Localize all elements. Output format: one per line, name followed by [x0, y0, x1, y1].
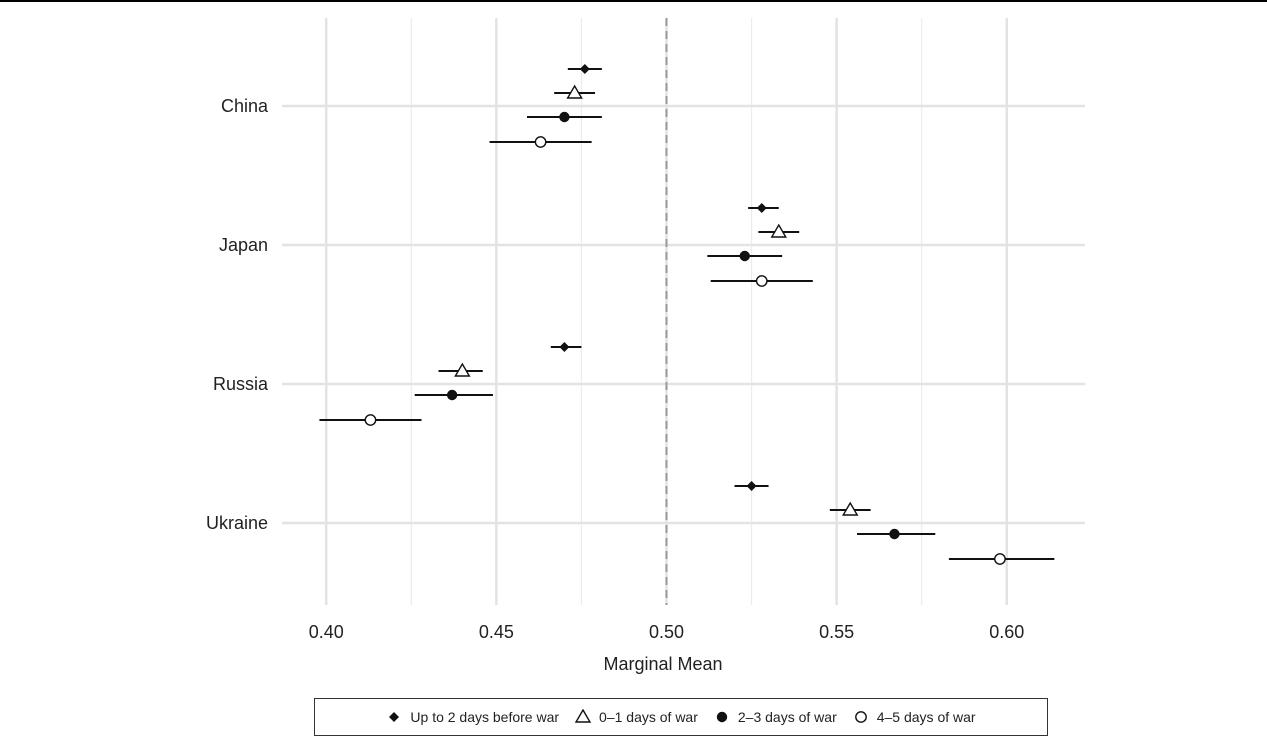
point-marker [579, 64, 590, 74]
legend-label: 2–3 days of war [737, 709, 837, 725]
point-marker [739, 250, 750, 262]
point-marker [559, 111, 570, 123]
point-marker [364, 414, 377, 426]
top-rule [0, 0, 1267, 2]
legend-item: 0–1 days of war [575, 709, 698, 725]
point-marker [889, 528, 900, 540]
open-circle-marker-icon [854, 711, 867, 723]
series-3 [414, 111, 936, 540]
y-tick-label: Japan [219, 235, 268, 255]
point-marker [842, 501, 859, 516]
series-4 [319, 136, 1055, 565]
filled-circle-marker-icon [716, 711, 728, 723]
x-axis-title: Marginal Mean [603, 654, 722, 674]
series-1 [550, 64, 779, 491]
point-marker [559, 342, 570, 352]
legend-label: 0–1 days of war [599, 709, 698, 725]
x-tick-label: 0.45 [479, 622, 514, 642]
point-marker [454, 362, 471, 377]
legend-marker [389, 712, 400, 722]
legend-marker [854, 711, 867, 723]
legend-item: 2–3 days of war [714, 709, 837, 725]
legend-label: Up to 2 days before war [410, 709, 560, 725]
legend-marker [575, 709, 592, 723]
point-marker [770, 223, 787, 238]
x-tick-label: 0.50 [649, 622, 684, 642]
y-tick-label: Russia [213, 374, 269, 394]
point-marker [746, 481, 757, 491]
point-marker [534, 136, 547, 148]
legend: Up to 2 days before war 0–1 days of war 2–… [314, 698, 1048, 736]
legend-item: 4–5 days of war [853, 709, 976, 725]
triangle-marker-icon [575, 709, 592, 723]
diamond-marker-icon [389, 712, 400, 722]
x-tick-label: 0.60 [989, 622, 1024, 642]
grid [282, 18, 1085, 605]
point-marker [566, 84, 583, 99]
legend-marker [716, 711, 728, 723]
legend-label: 4–5 days of war [876, 709, 976, 725]
y-tick-label: Ukraine [206, 513, 268, 533]
point-marker [756, 203, 767, 213]
labels: 0.40 0.45 0.50 0.55 0.60 China Japan Russia Ukra… [206, 96, 1024, 642]
legend-item: Up to 2 days before war [386, 709, 559, 725]
point-marker [755, 275, 768, 287]
x-tick-label: 0.40 [309, 622, 344, 642]
point-marker [994, 553, 1006, 565]
y-tick-label: China [221, 96, 269, 116]
data-layer [319, 64, 1055, 565]
x-tick-label: 0.55 [819, 622, 854, 642]
point-marker [446, 389, 458, 401]
series-2 [438, 84, 871, 516]
